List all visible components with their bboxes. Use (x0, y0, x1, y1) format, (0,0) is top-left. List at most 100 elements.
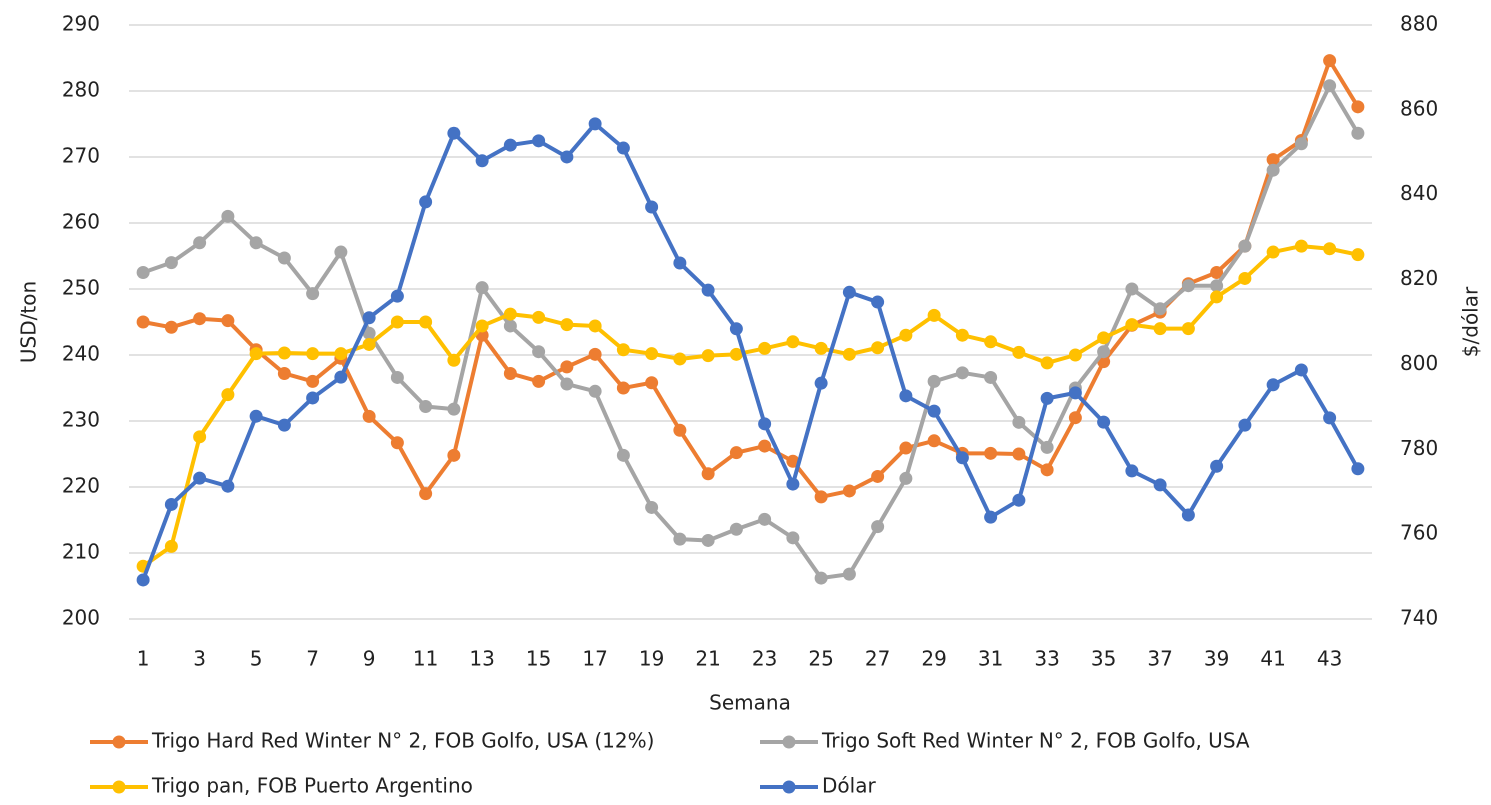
data-point (1351, 100, 1365, 114)
data-point (842, 484, 856, 498)
data-point (136, 573, 150, 587)
y-tick-label: 210 (62, 540, 100, 564)
data-point (419, 399, 433, 413)
data-point (249, 236, 263, 250)
data-point (758, 417, 772, 431)
y2-tick-label: 800 (1400, 351, 1438, 375)
data-point (984, 335, 998, 349)
data-point (616, 381, 630, 395)
data-point (1040, 440, 1054, 454)
data-point (729, 522, 743, 536)
data-point (532, 310, 546, 324)
x-tick-label: 11 (413, 647, 438, 671)
data-point (362, 311, 376, 325)
data-point (221, 209, 235, 223)
data-point (193, 430, 207, 444)
data-point (419, 315, 433, 329)
data-point (193, 471, 207, 485)
data-point (136, 315, 150, 329)
data-point (645, 200, 659, 214)
data-point (984, 446, 998, 460)
data-point (503, 319, 517, 333)
data-point (955, 366, 969, 380)
data-point (1012, 345, 1026, 359)
data-point (249, 347, 263, 361)
data-point (1351, 126, 1365, 140)
data-point (1125, 318, 1139, 332)
data-point (1153, 478, 1167, 492)
data-point (277, 251, 291, 265)
data-point (1125, 282, 1139, 296)
data-point (786, 531, 800, 545)
data-point (1125, 464, 1139, 478)
data-point (673, 352, 687, 366)
data-point (362, 409, 376, 423)
data-point (871, 520, 885, 534)
data-point (164, 539, 178, 553)
data-point (1323, 54, 1337, 68)
y-tick-label: 220 (62, 474, 100, 498)
data-point (306, 374, 320, 388)
data-point (616, 141, 630, 155)
y-tick-label: 270 (62, 144, 100, 168)
x-tick-label: 15 (526, 647, 551, 671)
data-point (193, 312, 207, 326)
data-point (588, 319, 602, 333)
data-point (871, 341, 885, 355)
data-point (1238, 271, 1252, 285)
data-point (729, 446, 743, 460)
data-point (447, 353, 461, 367)
data-point (221, 388, 235, 402)
data-point (1040, 391, 1054, 405)
data-point (1323, 242, 1337, 256)
legend-label: Trigo Hard Red Winter N° 2, FOB Golfo, U… (151, 729, 654, 753)
data-point (616, 448, 630, 462)
data-point (871, 469, 885, 483)
y-tick-label: 230 (62, 408, 100, 432)
series-line (142, 58, 1360, 499)
data-point (955, 328, 969, 342)
y-tick-label: 240 (62, 342, 100, 366)
x-tick-label: 35 (1091, 647, 1116, 671)
x-tick-label: 39 (1204, 647, 1229, 671)
data-point (277, 366, 291, 380)
data-point (1040, 356, 1054, 370)
y2-axis-label: $/dólar (1459, 286, 1483, 357)
x-tick-label: 3 (193, 647, 206, 671)
data-point (1012, 447, 1026, 461)
y-tick-label: 200 (62, 606, 100, 630)
data-point (899, 389, 913, 403)
data-point (1040, 463, 1054, 477)
data-point (419, 487, 433, 501)
data-point (701, 533, 715, 547)
data-point (842, 347, 856, 361)
data-point (899, 328, 913, 342)
y-tick-label: 280 (62, 78, 100, 102)
data-point (306, 347, 320, 361)
data-point (1068, 411, 1082, 425)
data-point (786, 477, 800, 491)
y2-tick-label: 740 (1400, 606, 1438, 630)
data-point (164, 497, 178, 511)
data-point (588, 384, 602, 398)
legend-label: Dólar (822, 774, 876, 798)
data-point (927, 374, 941, 388)
data-point (984, 370, 998, 384)
data-point (1266, 245, 1280, 259)
data-point (645, 500, 659, 514)
x-tick-label: 33 (1034, 647, 1059, 671)
data-point (475, 281, 489, 295)
data-point (277, 346, 291, 360)
data-point (701, 349, 715, 363)
y-tick-label: 290 (62, 12, 100, 36)
data-point (503, 307, 517, 321)
data-point (560, 318, 574, 332)
y-axis-label: USD/ton (17, 281, 41, 363)
data-point (390, 370, 404, 384)
data-point (193, 236, 207, 250)
data-point (475, 319, 489, 333)
data-point (334, 347, 348, 361)
x-tick-label: 1 (137, 647, 150, 671)
data-point (390, 289, 404, 303)
